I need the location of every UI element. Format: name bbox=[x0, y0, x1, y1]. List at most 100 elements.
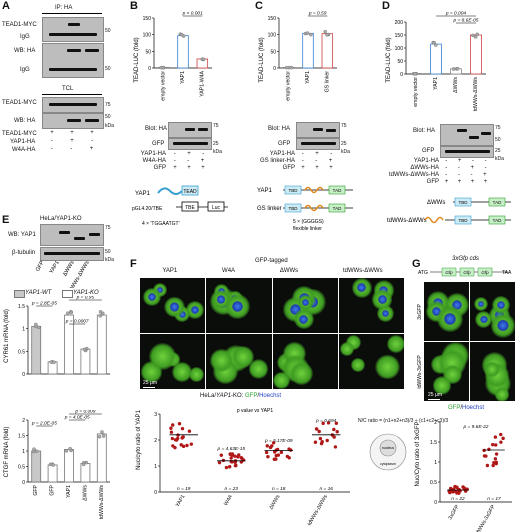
c-blot-label: Blot: HA bbox=[268, 126, 291, 132]
data-point bbox=[173, 438, 178, 442]
x-tick-label: ΔWWs bbox=[268, 494, 281, 511]
n-label: n = 18 bbox=[272, 486, 286, 492]
bar bbox=[321, 33, 334, 69]
c-mw2: 25 bbox=[341, 141, 347, 147]
data-point bbox=[491, 463, 495, 468]
x-tick-label: ΔWWs bbox=[82, 485, 88, 501]
svg-text:TAD: TAD bbox=[333, 188, 342, 193]
c-kda: kDa bbox=[341, 149, 350, 155]
micrograph-tile bbox=[206, 278, 272, 333]
a-row2: YAP1-HA bbox=[10, 139, 36, 145]
chart-e-ctgf: CTGF mRNA (fold) 0 0.5 1 1.5 2 GFP GFP YAP1 ΔWWs… bbox=[4, 410, 110, 519]
svg-text:Gfp: Gfp bbox=[463, 270, 471, 275]
b-blot-gfp bbox=[168, 138, 212, 150]
svg-text:TAD: TAD bbox=[333, 206, 342, 211]
x-tick-label: YAP1 bbox=[433, 77, 439, 90]
chart-g-ylabel: Nuc/Cyto ratio of 3xGFP bbox=[415, 421, 421, 486]
b-reporter-diagram: YAP1 TEAD pGL4.20/TBE TBE Luc 4 × 'TGGAA… bbox=[132, 185, 228, 227]
y-tick-label: 0.5 bbox=[18, 465, 25, 471]
data-point bbox=[69, 310, 74, 315]
data-point bbox=[451, 67, 456, 71]
a-mw1: 50 bbox=[105, 28, 111, 34]
svg-text:3xGFP: 3xGFP bbox=[417, 304, 423, 320]
b-yap-shape bbox=[157, 187, 183, 195]
micrograph-tile bbox=[140, 278, 206, 333]
n-label: n = 19 bbox=[177, 486, 191, 492]
x-tick-label: GFP bbox=[33, 484, 39, 495]
micrograph-tile bbox=[272, 334, 338, 389]
data-point bbox=[228, 452, 233, 456]
a-blot3 bbox=[42, 97, 104, 113]
y-tick-label: 0 bbox=[434, 500, 437, 506]
data-point bbox=[52, 360, 56, 365]
data-point bbox=[274, 457, 278, 461]
a-blot1 bbox=[42, 17, 104, 42]
a-igg1-label: IgG bbox=[20, 34, 30, 40]
a-mw2: 50 bbox=[105, 66, 111, 72]
data-point bbox=[485, 463, 490, 468]
x-tick-label: YAP1 bbox=[66, 485, 72, 498]
c-ww-domain2 bbox=[304, 204, 324, 212]
data-point bbox=[289, 65, 294, 70]
b-yap-label: YAP1 bbox=[135, 191, 151, 197]
data-point bbox=[274, 453, 278, 458]
y-tick-label: 2 bbox=[154, 438, 157, 444]
x-tick-label: GFP bbox=[50, 484, 56, 495]
data-point bbox=[499, 432, 503, 437]
svg-text:Gfp: Gfp bbox=[445, 270, 453, 275]
panel-label-f: F bbox=[130, 258, 137, 270]
bar bbox=[31, 325, 42, 375]
data-point bbox=[98, 314, 103, 318]
x-tick-label: YAP1 bbox=[175, 494, 187, 508]
data-point bbox=[266, 455, 270, 459]
data-point bbox=[234, 463, 238, 468]
panel-label-c: C bbox=[255, 0, 263, 12]
data-point bbox=[494, 443, 498, 447]
x-tick-label: YAP1-W4A bbox=[199, 70, 205, 96]
data-point bbox=[493, 457, 498, 461]
data-point bbox=[270, 444, 274, 448]
p-value-label: p = 0.95 bbox=[76, 296, 95, 301]
p-value-label: p = 0.694 bbox=[315, 418, 336, 424]
data-point bbox=[64, 449, 69, 453]
d-dww-label: ΔWWs bbox=[427, 200, 445, 206]
data-point bbox=[313, 440, 318, 444]
e-blot-yap bbox=[40, 224, 104, 246]
c-linker-note1: 5 × (GGGGS) bbox=[293, 219, 324, 225]
b-signs: - + - - - + + + + bbox=[173, 151, 205, 171]
micrograph-tile bbox=[338, 278, 404, 333]
y-tick-label: 1 bbox=[22, 449, 25, 455]
svg-text:TBD: TBD bbox=[459, 218, 469, 223]
data-point bbox=[169, 426, 173, 430]
d-blot-gfp bbox=[440, 146, 494, 158]
d-rows: YAP1-HA ΔWWs-HA tdWWs-ΔWWs-HA GFP bbox=[389, 158, 439, 185]
data-point bbox=[451, 490, 455, 494]
legend-ko-label: YAP1-KO bbox=[73, 290, 99, 296]
data-point bbox=[171, 423, 175, 427]
data-point bbox=[321, 421, 325, 426]
c-construct-diagram: YAP1 TBD TAD GS linker TBD TAD 5 × (GGGG… bbox=[257, 185, 353, 232]
e-kda: kDa bbox=[105, 257, 114, 263]
chart-b-ylabel: TEAD-LUC (fold) bbox=[134, 37, 140, 82]
micrograph-tile bbox=[470, 282, 515, 341]
c-ww-domain1 bbox=[304, 186, 324, 194]
a-mw3: 75 bbox=[105, 102, 111, 108]
bar bbox=[80, 463, 91, 483]
b-mw1: 75 bbox=[213, 123, 219, 129]
micrograph-tile bbox=[470, 342, 515, 401]
p-value-label: p = 0.009 bbox=[74, 410, 95, 415]
c-linker-note2: flexible linker bbox=[293, 226, 322, 232]
d-blot-ha bbox=[440, 124, 494, 146]
b-kda: kDa bbox=[213, 149, 222, 155]
data-point bbox=[323, 29, 327, 34]
y-tick-label: 50 bbox=[145, 49, 151, 55]
data-point bbox=[333, 445, 338, 449]
f-cytoplasm-label: cytoplasm bbox=[380, 462, 396, 466]
data-point bbox=[314, 427, 319, 431]
chart-f-ylabel: Nuc/cyto ratio of YAP1 bbox=[136, 409, 142, 469]
a-blot1-label: TEAD1-MYC bbox=[2, 22, 37, 28]
panel-label-g: G bbox=[412, 258, 421, 270]
data-point bbox=[32, 447, 36, 451]
chart-e-cyr61: CYR61 mRNA (fold) 0 0.5 1 1.5 p = 2.8E-05 p =… bbox=[4, 296, 110, 378]
data-point bbox=[332, 427, 336, 432]
